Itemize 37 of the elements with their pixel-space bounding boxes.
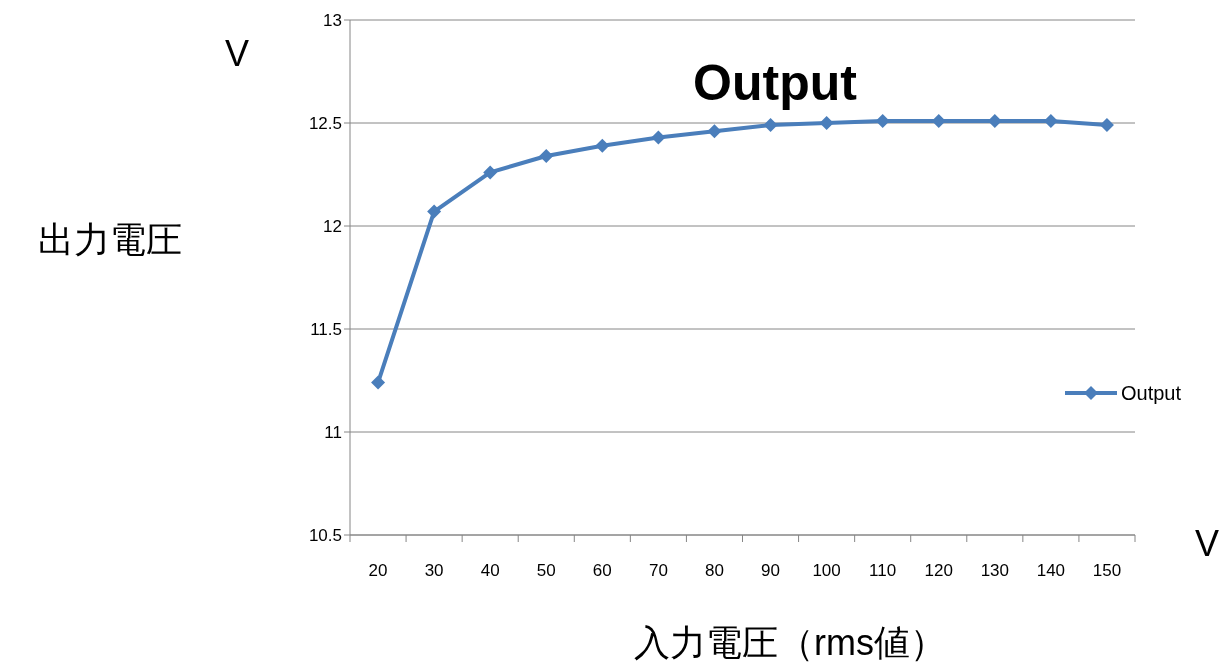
point	[483, 165, 498, 180]
point	[427, 204, 442, 219]
y-tick-label: 12	[323, 217, 342, 236]
text: V	[224, 33, 250, 74]
x-tick-label: 40	[480, 561, 500, 580]
x-tick-label: 100	[812, 561, 841, 580]
y-tick-label: 13	[323, 11, 342, 30]
x-tick-label: 50	[536, 561, 556, 580]
point	[875, 113, 890, 128]
point	[819, 116, 834, 130]
point	[707, 124, 722, 139]
y-tick-label: 12.5	[308, 114, 342, 133]
x-axis-title: 入力電圧（rms値）	[634, 622, 946, 663]
point	[539, 148, 554, 163]
x-tick-label: 70	[648, 561, 668, 580]
x-tick-label: 30	[424, 561, 444, 580]
y-tick-label: 11	[324, 423, 342, 442]
point	[651, 130, 666, 145]
x-tick-label: 90	[761, 561, 780, 580]
legend-label: Output	[1121, 382, 1182, 404]
point	[1099, 118, 1114, 133]
x-tick-label: 150	[1092, 561, 1122, 580]
x-tick-label: 120	[924, 561, 953, 580]
text: Output	[693, 55, 858, 111]
x-tick-label: 80	[705, 561, 724, 580]
x-tick-label: 110	[869, 561, 897, 580]
point	[371, 375, 386, 390]
y-axis-title: 出力電圧	[38, 219, 182, 260]
x-tick-label: 130	[980, 561, 1010, 580]
x-tick-label: 60	[592, 561, 612, 580]
y-tick-label: 11.5	[310, 320, 342, 339]
y-tick-label: 10.5	[308, 526, 342, 545]
point	[763, 118, 778, 133]
point	[595, 138, 610, 153]
x-tick-label: 140	[1036, 561, 1066, 580]
x-tick-label: 20	[368, 561, 388, 580]
text: V	[1194, 523, 1219, 564]
